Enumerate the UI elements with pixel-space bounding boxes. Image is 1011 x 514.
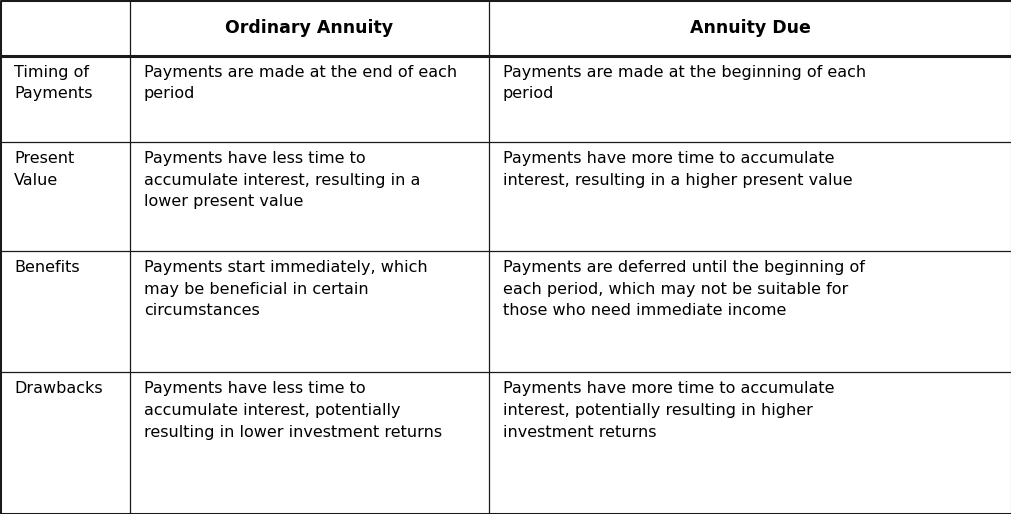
- Bar: [0, 372, 129, 514]
- Bar: [0, 251, 129, 372]
- Text: Payments are made at the beginning of each
period: Payments are made at the beginning of ea…: [502, 65, 865, 101]
- Bar: [488, 251, 1011, 372]
- Text: Payments have less time to
accumulate interest, potentially
resulting in lower i: Payments have less time to accumulate in…: [144, 381, 442, 439]
- Text: Benefits: Benefits: [14, 260, 80, 275]
- Bar: [0, 0, 129, 56]
- Text: Payments are made at the end of each
period: Payments are made at the end of each per…: [144, 65, 456, 101]
- Text: Annuity Due: Annuity Due: [690, 19, 810, 37]
- Bar: [0, 56, 129, 142]
- Bar: [129, 142, 488, 251]
- Text: Payments have less time to
accumulate interest, resulting in a
lower present val: Payments have less time to accumulate in…: [144, 151, 420, 209]
- Bar: [129, 56, 488, 142]
- Text: Payments have more time to accumulate
interest, resulting in a higher present va: Payments have more time to accumulate in…: [502, 151, 851, 188]
- Text: Payments are deferred until the beginning of
each period, which may not be suita: Payments are deferred until the beginnin…: [502, 260, 864, 318]
- Text: Ordinary Annuity: Ordinary Annuity: [224, 19, 393, 37]
- Bar: [488, 372, 1011, 514]
- Bar: [129, 372, 488, 514]
- Bar: [488, 56, 1011, 142]
- Text: Payments have more time to accumulate
interest, potentially resulting in higher
: Payments have more time to accumulate in…: [502, 381, 834, 439]
- Text: Timing of
Payments: Timing of Payments: [14, 65, 93, 101]
- Bar: [129, 251, 488, 372]
- Bar: [488, 142, 1011, 251]
- Text: Present
Value: Present Value: [14, 151, 75, 188]
- Bar: [129, 0, 488, 56]
- Bar: [0, 142, 129, 251]
- Bar: [488, 0, 1011, 56]
- Text: Drawbacks: Drawbacks: [14, 381, 103, 396]
- Text: Payments start immediately, which
may be beneficial in certain
circumstances: Payments start immediately, which may be…: [144, 260, 427, 318]
